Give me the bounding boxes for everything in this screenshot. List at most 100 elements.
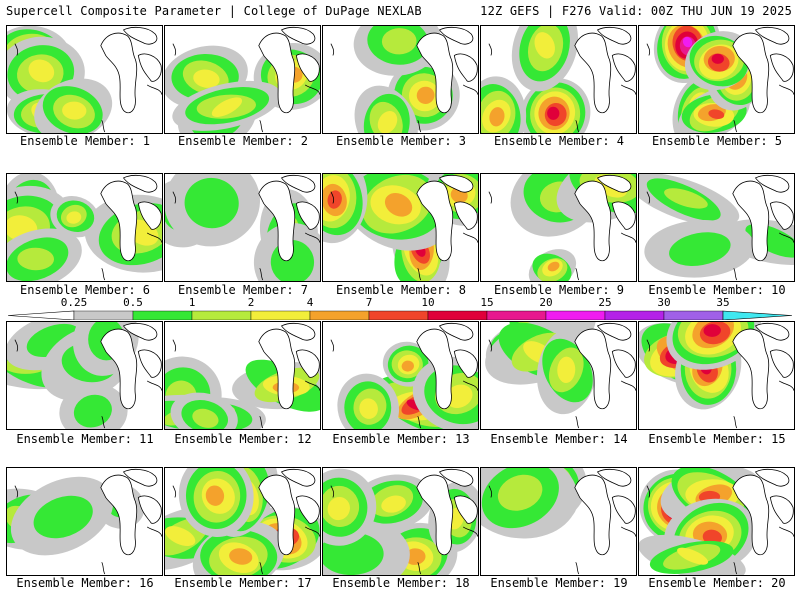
coastline bbox=[100, 180, 138, 262]
contour-fill bbox=[33, 495, 93, 539]
coastline bbox=[620, 380, 636, 391]
ensemble-member-label: Ensemble Member: 15 bbox=[648, 432, 786, 446]
coastline bbox=[122, 174, 158, 193]
ensemble-map-panel bbox=[164, 173, 321, 282]
coastline bbox=[416, 180, 454, 262]
colorbar-tick-label: 20 bbox=[539, 296, 553, 309]
model-run-info: 12Z GEFS | F276 Valid: 00Z THU JUN 19 20… bbox=[480, 4, 792, 18]
coastline bbox=[596, 468, 632, 487]
coastline bbox=[416, 474, 454, 556]
coastline bbox=[137, 349, 162, 378]
contour-fill bbox=[547, 106, 560, 120]
contour-fill bbox=[327, 190, 342, 209]
coastline bbox=[453, 349, 478, 378]
coastline bbox=[101, 120, 106, 133]
scp-contour-map bbox=[165, 322, 320, 429]
coastline bbox=[646, 485, 651, 498]
contour-fill bbox=[28, 59, 55, 83]
colorbar-swatch bbox=[191, 310, 252, 320]
ensemble-map-panel bbox=[164, 321, 321, 430]
coastline bbox=[611, 349, 636, 378]
contour-fill bbox=[703, 324, 721, 337]
coastline bbox=[258, 474, 296, 556]
ensemble-map-panel bbox=[322, 173, 479, 282]
colorbar-tick-label: 0.25 bbox=[60, 296, 88, 309]
colorbar-tick-label: 1 bbox=[188, 296, 196, 309]
contour-fill bbox=[708, 109, 725, 120]
ensemble-member-label: Ensemble Member: 18 bbox=[332, 576, 470, 590]
coastline bbox=[259, 416, 264, 429]
coastline bbox=[330, 191, 335, 204]
ensemble-member-label: Ensemble Member: 19 bbox=[490, 576, 628, 590]
coastline bbox=[172, 191, 177, 204]
scp-contour-map bbox=[323, 468, 478, 575]
colorbar-upper-arrow bbox=[722, 310, 792, 320]
coastline bbox=[769, 495, 794, 524]
contour-fill bbox=[711, 53, 724, 64]
coastline bbox=[146, 526, 162, 537]
contour-fill bbox=[381, 28, 417, 55]
scp-contour-map bbox=[646, 26, 794, 133]
coastline bbox=[295, 349, 320, 378]
coastline bbox=[259, 562, 264, 575]
colorbar-tick-label: 2 bbox=[247, 296, 255, 309]
scp-contour-map bbox=[165, 26, 320, 133]
coastline bbox=[646, 191, 651, 204]
coastline bbox=[295, 53, 320, 82]
coastline bbox=[453, 201, 478, 230]
coastline bbox=[646, 339, 651, 352]
coastline bbox=[733, 268, 738, 281]
coastline bbox=[122, 468, 158, 487]
colorbar-tick-label: 35 bbox=[716, 296, 730, 309]
contour-fill bbox=[62, 101, 87, 120]
colorbar-tick-label: 4 bbox=[306, 296, 314, 309]
coastline bbox=[137, 53, 162, 82]
coastline bbox=[295, 201, 320, 230]
coastline bbox=[611, 53, 636, 82]
coastline bbox=[453, 53, 478, 82]
coastline bbox=[488, 339, 493, 352]
coastline bbox=[754, 322, 790, 341]
coastline bbox=[438, 174, 474, 193]
coastline bbox=[754, 174, 790, 193]
ensemble-member-label: Ensemble Member: 14 bbox=[490, 432, 628, 446]
colorbar-swatch bbox=[604, 310, 665, 320]
coastline bbox=[732, 32, 770, 114]
coastline bbox=[438, 26, 474, 45]
coastline bbox=[137, 495, 162, 524]
coastline bbox=[280, 322, 316, 341]
contour-fill bbox=[381, 495, 406, 513]
colorbar-swatch bbox=[309, 310, 370, 320]
scp-contour-map bbox=[330, 322, 478, 429]
contour-fill bbox=[327, 497, 350, 521]
coastline bbox=[416, 328, 454, 410]
coastline bbox=[295, 495, 320, 524]
ensemble-map-panel bbox=[480, 467, 637, 576]
coastline bbox=[14, 485, 19, 498]
coastline bbox=[574, 328, 612, 410]
coastline bbox=[611, 495, 636, 524]
coastline bbox=[417, 416, 422, 429]
coastline bbox=[620, 232, 636, 243]
coastline bbox=[14, 339, 19, 352]
ensemble-member-label: Ensemble Member: 8 bbox=[335, 283, 467, 297]
coastline bbox=[596, 26, 632, 45]
coastline bbox=[258, 32, 296, 114]
coastline bbox=[304, 84, 320, 95]
page-title: Supercell Composite Parameter | College … bbox=[6, 4, 422, 18]
coastline bbox=[575, 416, 580, 429]
coastline bbox=[122, 26, 158, 45]
coastline bbox=[101, 562, 106, 575]
coastline bbox=[417, 562, 422, 575]
coastline bbox=[438, 322, 474, 341]
coastline bbox=[732, 474, 770, 556]
coastline bbox=[14, 43, 19, 56]
colorbar-legend: 0.25 0.5 1 2 4 7 10 15 20 25 30 35 bbox=[8, 296, 792, 320]
coastline bbox=[596, 322, 632, 341]
ensemble-map-panel bbox=[638, 321, 795, 430]
ensemble-map-panel bbox=[322, 25, 479, 134]
ensemble-member-label: Ensemble Member: 10 bbox=[648, 283, 786, 297]
coastline bbox=[462, 526, 478, 537]
coastline bbox=[769, 349, 794, 378]
coastline bbox=[596, 174, 632, 193]
